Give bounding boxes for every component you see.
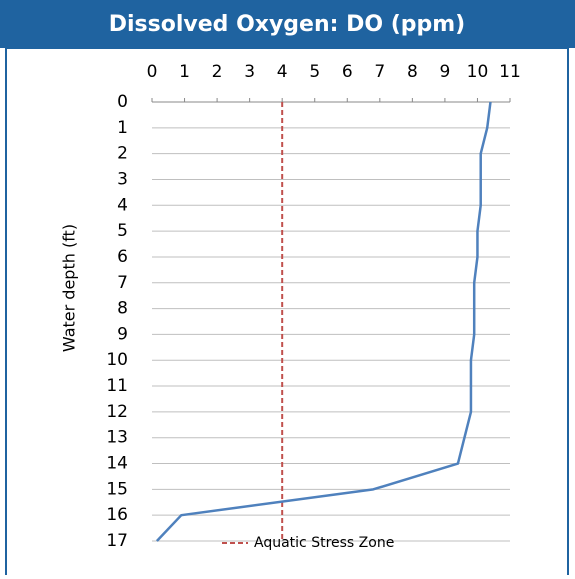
title-bar xyxy=(0,0,575,48)
y-tick-label: 6 xyxy=(117,247,128,267)
x-tick-label: 6 xyxy=(342,62,353,82)
y-tick-label: 12 xyxy=(106,402,128,422)
y-tick-label: 1 xyxy=(117,118,128,138)
y-tick-label: 5 xyxy=(117,221,128,241)
x-tick-label: 4 xyxy=(277,62,288,82)
x-tick-label: 7 xyxy=(374,62,385,82)
x-tick-label: 2 xyxy=(212,62,223,82)
x-tick-label: 11 xyxy=(499,62,521,82)
y-axis-label: Water depth (ft) xyxy=(60,224,79,352)
y-tick-label: 14 xyxy=(106,454,128,474)
data-line xyxy=(155,101,492,542)
y-tick-label: 8 xyxy=(117,299,128,319)
y-tick-label: 7 xyxy=(117,273,128,293)
y-tick-label: 10 xyxy=(106,350,128,370)
y-tick-label: 15 xyxy=(106,479,128,499)
x-tick-label: 3 xyxy=(244,62,255,82)
panel-border xyxy=(5,47,569,579)
x-tick-label: 0 xyxy=(147,62,158,82)
y-tick-label: 3 xyxy=(117,169,128,189)
x-tick-label: 9 xyxy=(439,62,450,82)
y-tick-label: 17 xyxy=(106,531,128,551)
x-tick-label: 8 xyxy=(407,62,418,82)
y-tick-label: 2 xyxy=(117,144,128,164)
y-tick-label: 9 xyxy=(117,324,128,344)
y-tick-label: 4 xyxy=(117,195,128,215)
y-tick-label: 16 xyxy=(106,505,128,525)
x-tick-label: 10 xyxy=(467,62,489,82)
legend-label: Aquatic Stress Zone xyxy=(254,535,394,551)
x-tick-label: 1 xyxy=(179,62,190,82)
x-tick-label: 5 xyxy=(309,62,320,82)
chart-title: Dissolved Oxygen: DO (ppm) xyxy=(109,12,466,37)
y-tick-label: 11 xyxy=(106,376,128,396)
y-tick-label: 0 xyxy=(117,92,128,112)
y-tick-label: 13 xyxy=(106,428,128,448)
